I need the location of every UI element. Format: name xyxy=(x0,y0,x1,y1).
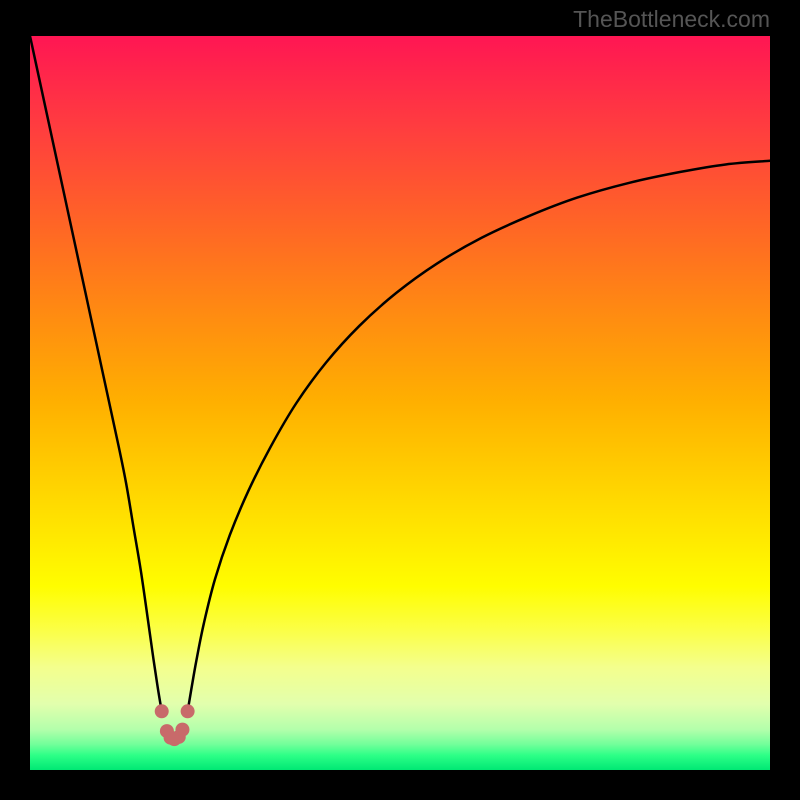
watermark-label: TheBottleneck.com xyxy=(573,6,770,33)
trough-marker xyxy=(155,704,169,718)
trough-marker xyxy=(175,723,189,737)
plot-area xyxy=(30,36,770,770)
chart-stage: TheBottleneck.com xyxy=(0,0,800,800)
trough-marker xyxy=(181,704,195,718)
chart-svg xyxy=(0,0,800,800)
